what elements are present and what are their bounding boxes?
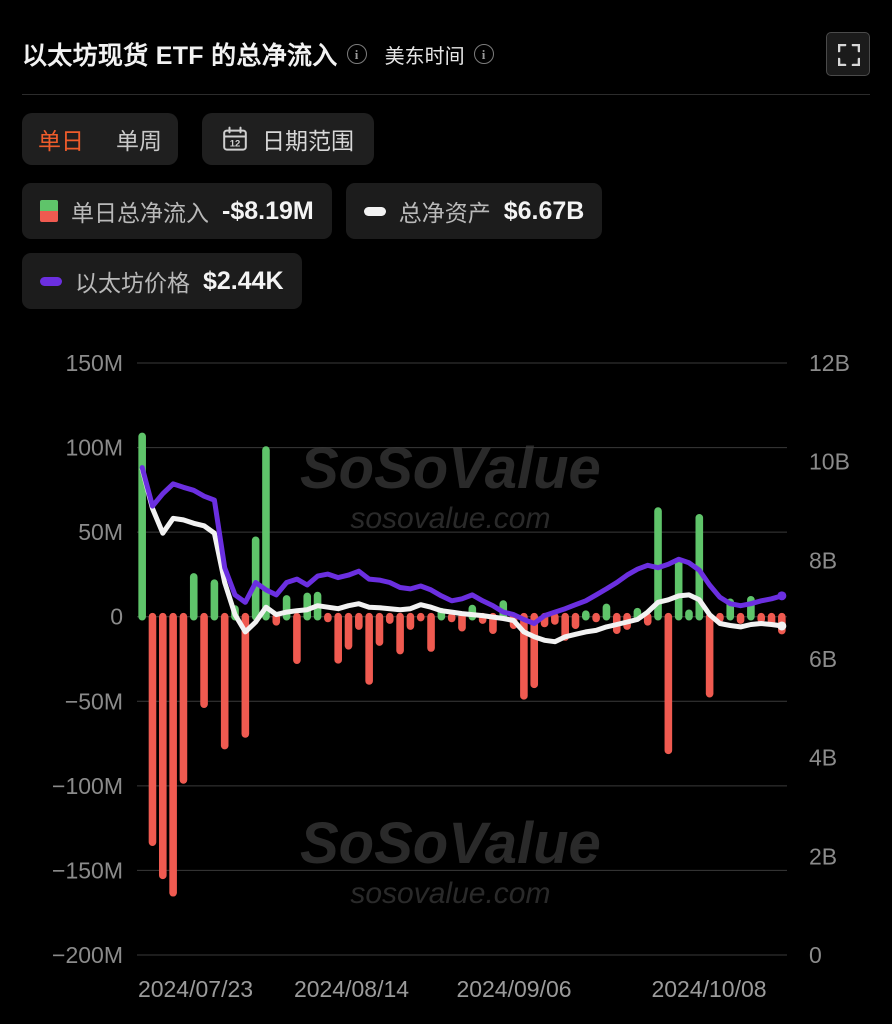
period-segmented-control: 单日 单周 (22, 113, 178, 165)
legend-value: $2.44K (203, 266, 284, 295)
y-axis-tick-label: −50M (65, 688, 123, 714)
y-axis-tick-label: −200M (52, 942, 123, 968)
x-axis-tick-label: 2024/08/14 (294, 976, 409, 1002)
purple-line-swatch-icon (40, 276, 62, 286)
y-axis-tick-label: −150M (52, 857, 123, 883)
info-icon[interactable]: i (473, 44, 494, 64)
legend-item-eth-price[interactable]: 以太坊价格 $2.44K (22, 253, 302, 309)
y2-axis-tick-label: 0 (809, 942, 822, 968)
legend-value: $6.67B (503, 196, 585, 225)
y-axis-tick-label: 100M (65, 435, 123, 461)
header-divider (22, 94, 870, 95)
legend-label: 以太坊价格 (75, 270, 190, 296)
tab-single-day[interactable]: 单日 (38, 128, 84, 154)
line-endpoint-marker (777, 621, 787, 631)
legend-label: 总净资产 (398, 200, 491, 226)
timezone-label: 美东时间 (384, 45, 465, 68)
toolbar: 单日 单周 12 日期范围 (0, 95, 892, 165)
y2-axis-tick-label: 4B (809, 745, 837, 771)
date-range-label: 日期范围 (262, 128, 354, 154)
x-axis-tick-label: 2024/09/06 (456, 976, 571, 1002)
legend-item-total-net-assets[interactable]: 总净资产 $6.67B (345, 183, 603, 239)
page-title: 以太坊现货 ETF 的总净流入 (22, 42, 338, 70)
tab-single-week[interactable]: 单周 (116, 128, 162, 154)
widget-header: 以太坊现货 ETF 的总净流入 i 美东时间 i (0, 0, 892, 78)
y2-axis-tick-label: 12B (809, 350, 850, 376)
legend-value: -$8.19M (222, 196, 314, 225)
calendar-day-number: 12 (230, 138, 241, 149)
x-axis-tick-label: 2024/10/08 (651, 976, 766, 1002)
legend-label: 单日总净流入 (71, 200, 209, 226)
y-axis-tick-label: 150M (65, 350, 123, 376)
y2-axis-tick-label: 2B (809, 843, 837, 869)
date-range-button[interactable]: 12 日期范围 (202, 113, 374, 165)
fullscreen-icon (838, 44, 860, 66)
white-line-swatch-icon (363, 206, 386, 216)
split-green-red-swatch-icon (40, 200, 58, 222)
info-icon[interactable]: i (346, 44, 367, 64)
legend: 单日总净流入 -$8.19M 总净资产 $6.67B 以太坊价格 $2.44K (0, 165, 700, 309)
y2-axis-tick-label: 6B (809, 646, 837, 672)
chart-canvas[interactable]: 150M 100M 50M 0 −50M −100M −150M −200M 12B 10B 8B 6… (0, 330, 892, 1024)
net-assets-line[interactable] (139, 466, 785, 645)
line-endpoint-marker (777, 591, 787, 601)
y-axis-tick-label: 50M (78, 519, 123, 545)
chart[interactable]: SoSoValue sosovalue.com SoSoValue sosova… (0, 330, 892, 1024)
y-axis-tick-label: 0 (110, 604, 123, 630)
fullscreen-button[interactable] (826, 32, 870, 76)
x-axis-tick-label: 2024/07/23 (138, 976, 253, 1002)
y2-axis-tick-label: 10B (809, 449, 850, 475)
eth-price-line[interactable] (139, 465, 785, 626)
calendar-icon: 12 (223, 126, 247, 151)
legend-item-daily-net-inflow[interactable]: 单日总净流入 -$8.19M (22, 183, 332, 239)
y-axis-tick-label: −100M (52, 773, 123, 799)
y2-axis-tick-label: 8B (809, 547, 837, 573)
